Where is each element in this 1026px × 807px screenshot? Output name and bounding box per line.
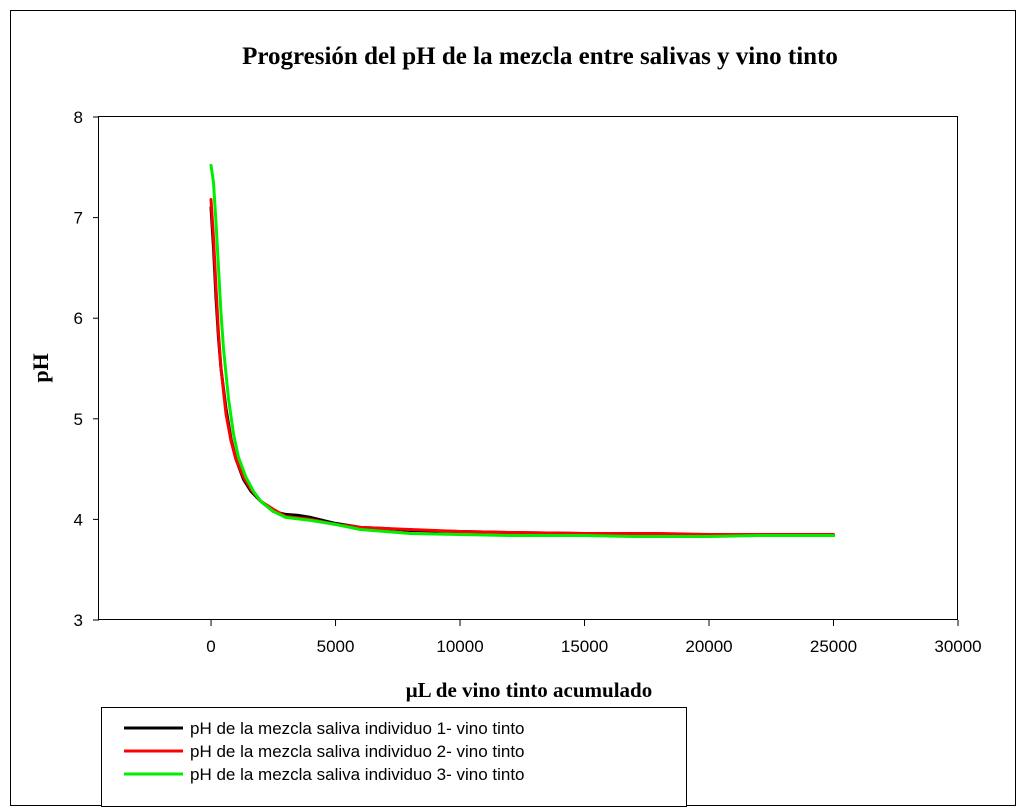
x-tick-label: 0 [206,637,215,656]
y-tick-label: 6 [74,309,83,328]
x-tick-label: 5000 [317,637,355,656]
x-tick-label: 20000 [685,637,732,656]
series-line-3 [209,163,835,538]
legend-label-2: pH de la mezcla saliva individuo 2- vino… [190,742,525,761]
x-tick-label: 10000 [436,637,483,656]
legend-box [101,707,687,807]
x-tick-label: 25000 [810,637,857,656]
x-axis-label: μL de vino tinto acumulado [406,678,652,702]
x-axis: 0 5000 10000 15000 20000 25000 30000 [206,620,982,656]
y-tick-label: 4 [74,510,83,529]
y-tick-label: 3 [74,611,83,630]
y-tick-label: 8 [74,108,83,127]
plot-area [98,116,958,620]
y-axis-label: pH [28,353,53,382]
series-lines [209,163,835,538]
y-tick-label: 7 [74,209,83,228]
y-tick-label: 5 [74,410,83,429]
legend: pH de la mezcla saliva individuo 1- vino… [101,707,687,807]
y-axis: 3 4 5 6 7 8 [74,108,99,630]
x-tick-label: 15000 [561,637,608,656]
legend-label-1: pH de la mezcla saliva individuo 1- vino… [190,719,525,738]
x-tick-label: 30000 [934,637,981,656]
chart-title: Progresión del pH de la mezcla entre sal… [242,43,838,70]
legend-label-3: pH de la mezcla saliva individuo 3- vino… [190,765,525,784]
